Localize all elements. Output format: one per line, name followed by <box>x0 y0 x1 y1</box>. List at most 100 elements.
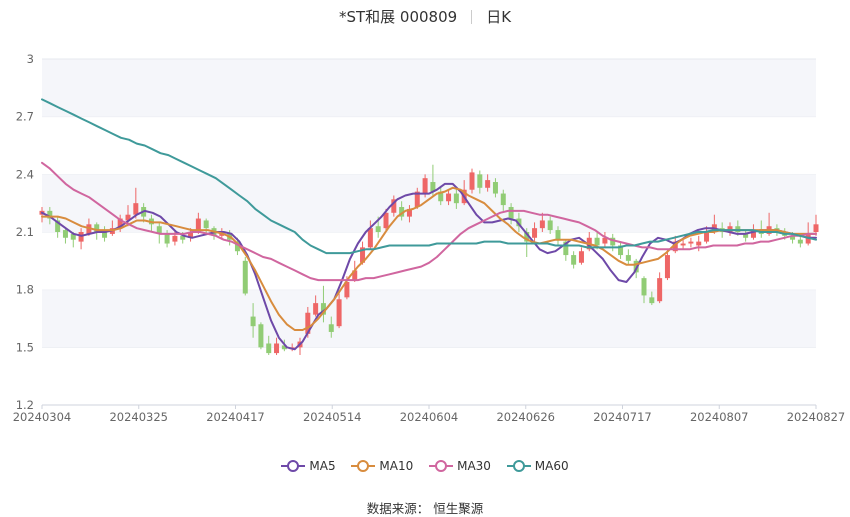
legend-marker-ma60 <box>506 460 531 472</box>
candle-body <box>539 220 545 229</box>
candle-body <box>399 207 405 217</box>
candle-body <box>547 220 553 231</box>
x-tick-label: 20240325 <box>109 410 168 424</box>
ma-line-ma30 <box>41 161 817 282</box>
plot-band <box>42 59 816 117</box>
candle-body <box>797 239 803 244</box>
legend-item-ma5[interactable]: MA5 <box>281 459 336 473</box>
candle-body <box>602 237 608 244</box>
x-tick-label: 20240626 <box>496 410 555 424</box>
legend-marker-ma5 <box>281 460 306 472</box>
candle-body <box>680 243 686 246</box>
legend-item-ma60[interactable]: MA60 <box>506 459 569 473</box>
y-tick-label: 1.2 <box>16 398 34 412</box>
legend-label-ma60: MA60 <box>534 459 569 473</box>
candle-body <box>672 241 678 252</box>
source-name: 恒生聚源 <box>433 501 484 516</box>
y-tick-label: 2.4 <box>16 167 34 181</box>
legend-item-ma30[interactable]: MA30 <box>429 459 491 473</box>
x-tick-label: 20240604 <box>400 410 459 424</box>
candle-body <box>594 237 600 246</box>
candle-body <box>383 212 389 229</box>
candle-body <box>164 233 170 244</box>
ma-line-ma10 <box>41 186 817 331</box>
candle-body <box>266 343 272 354</box>
candle-body <box>453 193 459 204</box>
plot-band <box>42 232 816 290</box>
y-axis-ticks: 1.2 1.5 1.8 2.1 2.4 2.7 3 <box>16 52 34 412</box>
candle-body <box>172 235 178 242</box>
candle-body <box>78 232 84 242</box>
candle-body <box>367 228 373 248</box>
y-tick-label: 2.1 <box>16 225 34 239</box>
candle-body <box>571 255 577 265</box>
ma-line-ma60 <box>41 98 817 255</box>
candle-body <box>47 210 53 219</box>
candles <box>39 164 819 356</box>
legend-label-ma5: MA5 <box>309 459 336 473</box>
candle-body <box>649 297 655 304</box>
candle-body <box>375 226 381 232</box>
candle-body <box>508 207 514 219</box>
candle-body <box>70 233 76 240</box>
candle-body <box>704 232 710 242</box>
x-tick-label: 20240514 <box>303 410 362 424</box>
candle-body <box>313 303 319 315</box>
x-tick-label: 20240807 <box>690 410 749 424</box>
candle-body <box>610 237 616 246</box>
candle-body <box>133 203 139 215</box>
candle-body <box>469 172 475 190</box>
y-tick-label: 1.5 <box>16 340 34 354</box>
candle-body <box>618 245 624 256</box>
candle-body <box>102 232 108 238</box>
moving-average-lines <box>41 98 817 351</box>
candle-body <box>438 191 444 202</box>
candle-body <box>180 235 186 240</box>
plot-band <box>42 289 816 348</box>
legend-label-ma30: MA30 <box>457 459 491 473</box>
plot-band <box>42 347 816 405</box>
candle-body <box>360 247 366 263</box>
candle-body <box>813 224 819 232</box>
candle-body <box>516 218 522 227</box>
legend-item-ma10[interactable]: MA10 <box>351 459 413 473</box>
candle-body <box>743 233 749 238</box>
period-label: 日K <box>486 8 512 26</box>
candle-body <box>688 241 694 244</box>
candle-body <box>430 182 436 192</box>
candle-body <box>328 324 334 332</box>
candle-body <box>195 218 201 232</box>
candle-body <box>391 199 397 213</box>
candle-body <box>625 255 631 261</box>
plot-band <box>42 174 816 232</box>
legend-marker-ma10 <box>351 460 376 472</box>
candle-body <box>500 193 506 206</box>
candle-body <box>790 235 796 240</box>
candle-body <box>203 220 209 229</box>
chart-title: *ST和展 000809 日K <box>0 6 850 27</box>
candle-body <box>55 220 61 232</box>
candle-body <box>86 224 92 234</box>
candle-body <box>578 251 584 263</box>
candle-body <box>696 241 702 246</box>
y-tick-label: 1.8 <box>16 283 34 297</box>
legend-label-ma10: MA10 <box>379 459 414 473</box>
candle-body <box>156 226 162 234</box>
plot-bands <box>42 58 816 406</box>
candle-body <box>242 260 248 294</box>
candle-body <box>281 345 287 350</box>
candle-body <box>250 316 256 327</box>
candle-body <box>657 278 663 302</box>
candle-body <box>422 178 428 194</box>
y-tick-label: 2.7 <box>16 110 34 124</box>
legend-marker-ma30 <box>429 460 454 472</box>
candle-body <box>320 303 326 315</box>
candle-body <box>344 281 350 298</box>
candle-body <box>524 232 530 242</box>
candle-body <box>492 182 498 194</box>
x-axis-ticks: 20240304 20240325 20240417 20240514 20240604… <box>13 405 845 424</box>
candle-body <box>446 193 452 202</box>
candle-body <box>234 241 240 252</box>
ma-line-ma5 <box>41 182 817 351</box>
candle-body <box>62 230 68 238</box>
